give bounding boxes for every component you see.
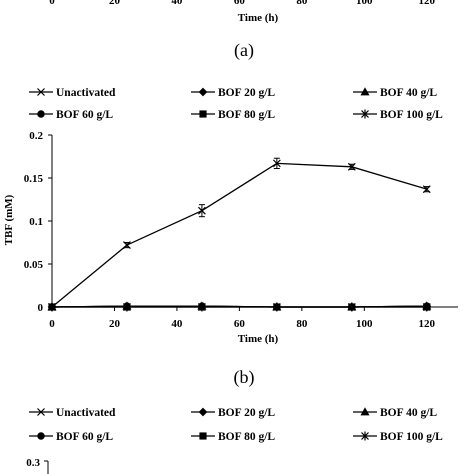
legend-b-marker-bof-60-g-l — [37, 110, 45, 118]
top-x-tick-80: 80 — [296, 0, 308, 7]
top-x-tick-60: 60 — [234, 0, 246, 7]
y-tick-label-3: 0.15 — [24, 173, 44, 185]
legend-c-marker-unactivated-b — [37, 408, 45, 416]
plot-b — [47, 157, 432, 312]
x-tick-label-5: 100 — [356, 318, 373, 330]
x-tick-label-0: 0 — [49, 318, 55, 330]
legend-c-label-bof-80-g-l: BOF 80 g/L — [218, 431, 275, 443]
legend-b-label-bof-40-g-l: BOF 40 g/L — [380, 87, 437, 99]
panel-label-a: (a) — [234, 40, 254, 61]
x-tick-label-4: 80 — [296, 318, 308, 330]
legend-c-marker-bof-60-g-l — [37, 432, 45, 440]
point-unactivated-1-b — [123, 241, 131, 250]
axes-b: 0 0.05 0.1 0.15 0.2 0 20 40 60 80 100 120 — [24, 130, 458, 330]
x-tick-label-6: 120 — [419, 318, 436, 330]
top-x-tick-40: 40 — [171, 0, 183, 7]
point-bof-20-g-l-4 — [347, 302, 357, 312]
legend-c-label-bof-20-g-l: BOF 20 g/L — [218, 407, 275, 419]
legend-b-marker-unactivated-b — [37, 88, 45, 96]
point-unactivated-4-b — [347, 162, 356, 171]
top-x-tick-20: 20 — [109, 0, 121, 7]
top-fragment: 0 20 40 60 80 100 120 Time (h) (a) — [49, 0, 435, 61]
x-axis-label: Time (h) — [238, 333, 279, 345]
x-tick-label-1: 20 — [109, 318, 121, 330]
legend-b-marker-unactivated — [37, 88, 45, 96]
legend-b-marker-bof-80-g-l — [199, 110, 207, 118]
y-tick-label-2: 0.1 — [29, 216, 43, 228]
point-unactivated-2 — [197, 206, 206, 215]
point-unactivated-5 — [422, 185, 431, 194]
x-tick-label-2: 40 — [171, 318, 183, 330]
point-unactivated-5-b — [422, 185, 431, 194]
point-unactivated-1 — [123, 241, 131, 250]
legend-b-label-bof-60-g-l: BOF 60 g/L — [56, 109, 113, 121]
legend-b-marker-bof-60-g-l-shape — [37, 110, 45, 118]
bottom-y-top-tick: 0.3 — [26, 457, 40, 469]
top-x-tick-0: 0 — [49, 0, 55, 7]
legend-b-marker-bof-100-g-l — [361, 109, 369, 119]
point-bof-20-g-l-5 — [422, 301, 432, 311]
legend-c: Unactivated BOF 20 g/L BOF 40 g/L BOF 60 g/… — [29, 407, 443, 443]
top-x-tick-100: 100 — [356, 0, 373, 7]
legend-c-marker-bof-40-g-l-shape — [360, 407, 370, 416]
point-bof-20-g-l-2-shape — [197, 301, 207, 311]
legend-b-marker-bof-80-g-l-shape — [199, 110, 207, 118]
legend-c-marker-unactivated — [37, 408, 45, 416]
legend-b-marker-bof-40-g-l-shape — [360, 87, 370, 96]
top-x-axis-label: Time (h) — [238, 12, 279, 24]
y-tick-label-1: 0.05 — [24, 259, 44, 271]
point-unactivated-4 — [347, 162, 356, 171]
legend-c-label-bof-100-g-l: BOF 100 g/L — [380, 431, 443, 443]
series-line-bof-20-g-l — [51, 305, 427, 308]
y-tick-label-0: 0 — [38, 302, 44, 314]
legend-b-marker-bof-20-g-l-shape — [198, 87, 208, 97]
point-bof-20-g-l-1-shape — [122, 301, 132, 311]
point-bof-20-g-l-5-shape — [422, 301, 432, 311]
legend-c-marker-bof-80-g-l — [199, 432, 207, 440]
bottom-fragment: Unactivated BOF 20 g/L BOF 40 g/L BOF 60 g/… — [26, 407, 443, 474]
point-unactivated-0-b — [48, 303, 56, 311]
legend-c-marker-bof-20-g-l — [198, 407, 208, 417]
y-tick-label-4: 0.2 — [29, 130, 43, 142]
top-x-tick-labels: 0 20 40 60 80 100 120 — [49, 0, 435, 7]
legend-b-label-bof-100-g-l: BOF 100 g/L — [380, 109, 443, 121]
legend-c-marker-bof-60-g-l-shape — [37, 432, 45, 440]
panel-label-b: (b) — [234, 367, 255, 388]
legend-b-marker-bof-40-g-l — [360, 87, 370, 96]
point-unactivated-3 — [272, 159, 281, 168]
series-line-unactivated — [51, 162, 427, 308]
legend-c-marker-bof-80-g-l-shape — [199, 432, 207, 440]
legend-b-label-bof-80-g-l: BOF 80 g/L — [218, 109, 275, 121]
legend-b-label-unactivated: Unactivated — [56, 87, 116, 99]
top-x-tick-120: 120 — [419, 0, 436, 7]
legend-b: Unactivated BOF 20 g/L BOF 40 g/L BOF 60 g/… — [29, 87, 443, 121]
point-unactivated-2-b — [197, 206, 206, 215]
point-bof-20-g-l-3 — [272, 302, 282, 312]
point-unactivated-0 — [48, 303, 56, 311]
point-bof-20-g-l-4-shape — [347, 302, 357, 312]
x-tick-label-3: 60 — [234, 318, 246, 330]
panel-b: Unactivated BOF 20 g/L BOF 40 g/L BOF 60 g/… — [3, 87, 458, 388]
legend-c-marker-bof-40-g-l — [360, 407, 370, 416]
point-bof-20-g-l-2 — [197, 301, 207, 311]
legend-b-label-bof-20-g-l: BOF 20 g/L — [218, 87, 275, 99]
legend-c-label-bof-60-g-l: BOF 60 g/L — [56, 431, 113, 443]
point-bof-20-g-l-1 — [122, 301, 132, 311]
legend-c-marker-bof-20-g-l-shape — [198, 407, 208, 417]
legend-c-marker-bof-100-g-l — [361, 431, 369, 441]
legend-b-marker-bof-20-g-l — [198, 87, 208, 97]
y-axis-label: TBF (mM) — [3, 194, 15, 245]
point-bof-20-g-l-3-shape — [272, 302, 282, 312]
point-unactivated-3-b — [272, 159, 281, 168]
legend-c-label-bof-40-g-l: BOF 40 g/L — [380, 407, 437, 419]
legend-c-label-unactivated: Unactivated — [56, 407, 116, 419]
